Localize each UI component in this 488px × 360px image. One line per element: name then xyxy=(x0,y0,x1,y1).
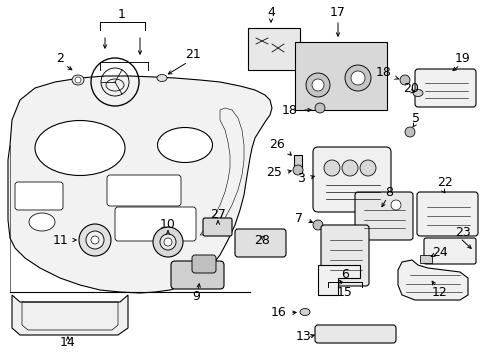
Circle shape xyxy=(91,236,99,244)
Text: 18: 18 xyxy=(375,66,391,78)
Text: 18: 18 xyxy=(282,104,297,117)
Polygon shape xyxy=(397,260,467,300)
FancyBboxPatch shape xyxy=(423,238,475,264)
FancyBboxPatch shape xyxy=(314,325,395,343)
FancyBboxPatch shape xyxy=(15,182,63,210)
Text: 21: 21 xyxy=(184,49,201,62)
Text: 7: 7 xyxy=(294,211,303,225)
Text: 19: 19 xyxy=(454,51,470,64)
Ellipse shape xyxy=(157,127,212,162)
Circle shape xyxy=(311,79,324,91)
Text: 16: 16 xyxy=(270,306,285,320)
FancyBboxPatch shape xyxy=(171,261,224,289)
Text: 1: 1 xyxy=(118,8,126,21)
Bar xyxy=(293,155,302,173)
FancyBboxPatch shape xyxy=(320,225,368,286)
Ellipse shape xyxy=(75,77,81,83)
Text: 10: 10 xyxy=(160,219,176,231)
Circle shape xyxy=(312,220,323,230)
Text: 14: 14 xyxy=(60,336,76,348)
Text: 25: 25 xyxy=(265,166,282,179)
FancyBboxPatch shape xyxy=(107,175,181,206)
Text: 28: 28 xyxy=(254,234,269,247)
Circle shape xyxy=(292,165,303,175)
Text: 4: 4 xyxy=(266,5,274,18)
Ellipse shape xyxy=(412,90,422,96)
FancyBboxPatch shape xyxy=(203,218,231,236)
Text: 20: 20 xyxy=(402,81,418,94)
Circle shape xyxy=(160,234,176,250)
Ellipse shape xyxy=(29,213,55,231)
Text: 26: 26 xyxy=(269,139,285,152)
FancyBboxPatch shape xyxy=(312,147,390,212)
Text: 2: 2 xyxy=(56,51,64,64)
Ellipse shape xyxy=(299,309,309,315)
FancyBboxPatch shape xyxy=(115,207,196,241)
Polygon shape xyxy=(12,295,128,335)
Polygon shape xyxy=(8,76,271,293)
Circle shape xyxy=(350,71,364,85)
Circle shape xyxy=(404,127,414,137)
Text: 3: 3 xyxy=(297,171,305,184)
Text: 24: 24 xyxy=(431,246,447,258)
Text: 15: 15 xyxy=(336,285,352,298)
FancyBboxPatch shape xyxy=(414,69,475,107)
Ellipse shape xyxy=(35,121,125,175)
Ellipse shape xyxy=(157,75,167,81)
Circle shape xyxy=(399,75,409,85)
Circle shape xyxy=(86,231,104,249)
Circle shape xyxy=(79,224,111,256)
Circle shape xyxy=(314,103,325,113)
Polygon shape xyxy=(200,108,244,235)
Text: 8: 8 xyxy=(384,185,392,198)
Text: 27: 27 xyxy=(210,208,225,221)
Ellipse shape xyxy=(72,75,84,85)
Circle shape xyxy=(390,200,400,210)
FancyBboxPatch shape xyxy=(235,229,285,257)
Circle shape xyxy=(163,238,172,246)
Circle shape xyxy=(153,227,183,257)
Circle shape xyxy=(345,65,370,91)
FancyBboxPatch shape xyxy=(354,192,412,240)
Bar xyxy=(419,255,431,263)
Bar xyxy=(294,42,386,110)
Circle shape xyxy=(324,160,339,176)
Text: 6: 6 xyxy=(340,269,348,282)
Circle shape xyxy=(359,160,375,176)
Text: 9: 9 xyxy=(192,291,200,303)
Circle shape xyxy=(341,160,357,176)
Text: 13: 13 xyxy=(295,330,311,343)
Polygon shape xyxy=(317,265,359,295)
Bar xyxy=(247,28,299,70)
Text: 23: 23 xyxy=(454,225,470,238)
Circle shape xyxy=(305,73,329,97)
Text: 11: 11 xyxy=(52,234,68,247)
Text: 5: 5 xyxy=(411,112,419,125)
Text: 22: 22 xyxy=(436,176,452,189)
FancyBboxPatch shape xyxy=(192,255,216,273)
Text: 17: 17 xyxy=(329,5,345,18)
FancyBboxPatch shape xyxy=(416,192,477,236)
Text: 12: 12 xyxy=(431,285,447,298)
